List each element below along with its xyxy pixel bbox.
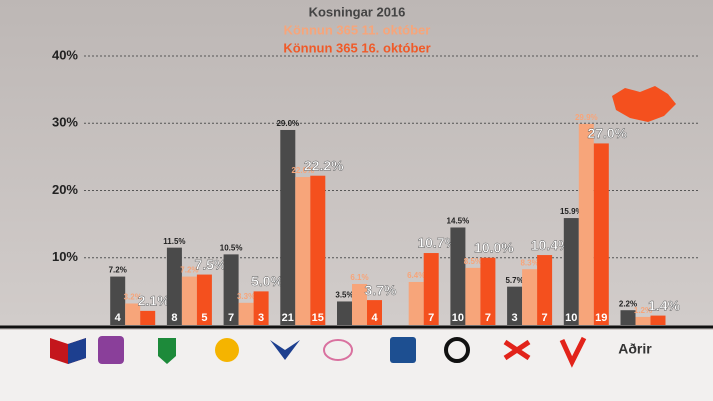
value-label: 27.0% bbox=[587, 125, 627, 141]
bar bbox=[140, 310, 156, 325]
bar bbox=[650, 315, 666, 325]
value-label: 3.2% bbox=[124, 293, 142, 302]
value-label: 22.2% bbox=[304, 157, 344, 173]
logo bbox=[503, 339, 531, 361]
value-label: 5.0% bbox=[251, 273, 283, 289]
bar bbox=[423, 253, 439, 325]
value-label: 22.0% bbox=[291, 166, 314, 175]
seat-label: 21 bbox=[282, 312, 294, 324]
seat-label: 7 bbox=[228, 312, 234, 324]
bar bbox=[238, 302, 254, 325]
logo bbox=[390, 337, 416, 363]
legend-entry: Könnun 365 16. október bbox=[283, 40, 430, 55]
value-label: 10.5% bbox=[220, 243, 243, 252]
bar bbox=[253, 291, 269, 325]
value-label: 7.5% bbox=[194, 256, 226, 272]
seat-label: 15 bbox=[312, 312, 324, 324]
bar bbox=[196, 274, 212, 325]
value-label: 2.2% bbox=[619, 299, 637, 308]
seat-label: 10 bbox=[452, 312, 464, 324]
y-tick-label: 20% bbox=[52, 182, 78, 197]
bar bbox=[223, 254, 239, 325]
logo bbox=[68, 338, 86, 364]
logo bbox=[215, 338, 239, 362]
y-tick-label: 10% bbox=[52, 249, 78, 264]
logo bbox=[158, 338, 176, 364]
bar bbox=[352, 283, 367, 325]
bar bbox=[578, 123, 594, 325]
bar bbox=[166, 247, 182, 325]
value-label: 15.9% bbox=[560, 207, 583, 216]
value-label: 7.2% bbox=[109, 266, 127, 275]
logo bbox=[444, 337, 470, 363]
value-label: 10.4% bbox=[531, 237, 571, 253]
bar bbox=[408, 281, 424, 325]
seat-label: 7 bbox=[542, 312, 548, 324]
map-icon bbox=[612, 86, 676, 122]
value-label: 14.5% bbox=[447, 217, 470, 226]
bar bbox=[295, 177, 311, 325]
seat-label: 7 bbox=[485, 312, 491, 324]
bar bbox=[110, 276, 126, 325]
value-label: 1.2% bbox=[634, 306, 652, 315]
bar bbox=[465, 267, 481, 325]
bar bbox=[593, 143, 609, 325]
value-label: 29.0% bbox=[276, 119, 299, 128]
value-label: 6.1% bbox=[350, 273, 368, 282]
value-label: 3.3% bbox=[237, 292, 255, 301]
bar bbox=[635, 316, 651, 325]
bar bbox=[280, 129, 296, 325]
bar bbox=[480, 257, 496, 325]
value-label: 10.7% bbox=[417, 235, 457, 251]
bar bbox=[563, 218, 579, 325]
value-label: 11.5% bbox=[163, 237, 185, 246]
bar bbox=[450, 227, 466, 325]
value-label: 7.2% bbox=[180, 266, 198, 275]
bar bbox=[522, 269, 538, 325]
legend-entry: Kosningar 2016 bbox=[309, 4, 406, 19]
bar bbox=[537, 255, 553, 325]
logo bbox=[270, 340, 300, 360]
seat-label: 3 bbox=[512, 312, 518, 324]
seat-label: 4 bbox=[115, 312, 122, 324]
seat-label: 3 bbox=[258, 312, 264, 324]
y-tick-label: 40% bbox=[52, 47, 78, 62]
value-label: 3.7% bbox=[365, 282, 397, 298]
value-label: 29.9% bbox=[575, 113, 598, 122]
value-label: 2.1% bbox=[138, 293, 170, 309]
value-label: 1.4% bbox=[648, 297, 680, 313]
bar bbox=[125, 303, 141, 325]
bar bbox=[310, 175, 326, 325]
seat-label: 19 bbox=[595, 312, 607, 324]
logo bbox=[98, 336, 124, 364]
logo bbox=[323, 339, 353, 361]
seat-label: 7 bbox=[428, 312, 434, 324]
value-label: 5.7% bbox=[505, 276, 523, 285]
value-label: 6.4% bbox=[407, 271, 425, 280]
seat-label: 5 bbox=[201, 312, 207, 324]
y-tick-label: 30% bbox=[52, 115, 78, 130]
x-tick-label: Aðrir bbox=[618, 341, 652, 357]
bar bbox=[367, 300, 382, 325]
legend-entry: Könnun 365 11. október bbox=[284, 22, 431, 37]
party-logos bbox=[50, 336, 587, 368]
bar bbox=[181, 276, 197, 325]
value-label: 3.5% bbox=[335, 291, 353, 300]
value-label: 8.5% bbox=[464, 257, 482, 266]
seat-label: 10 bbox=[565, 312, 577, 324]
value-label: 8.3% bbox=[520, 258, 538, 267]
bar bbox=[507, 286, 523, 325]
value-label: 10.0% bbox=[474, 239, 514, 255]
bar bbox=[620, 310, 636, 325]
seat-label: 4 bbox=[371, 312, 378, 324]
bar bbox=[337, 301, 352, 325]
seat-label: 8 bbox=[171, 312, 177, 324]
logo bbox=[559, 336, 587, 368]
